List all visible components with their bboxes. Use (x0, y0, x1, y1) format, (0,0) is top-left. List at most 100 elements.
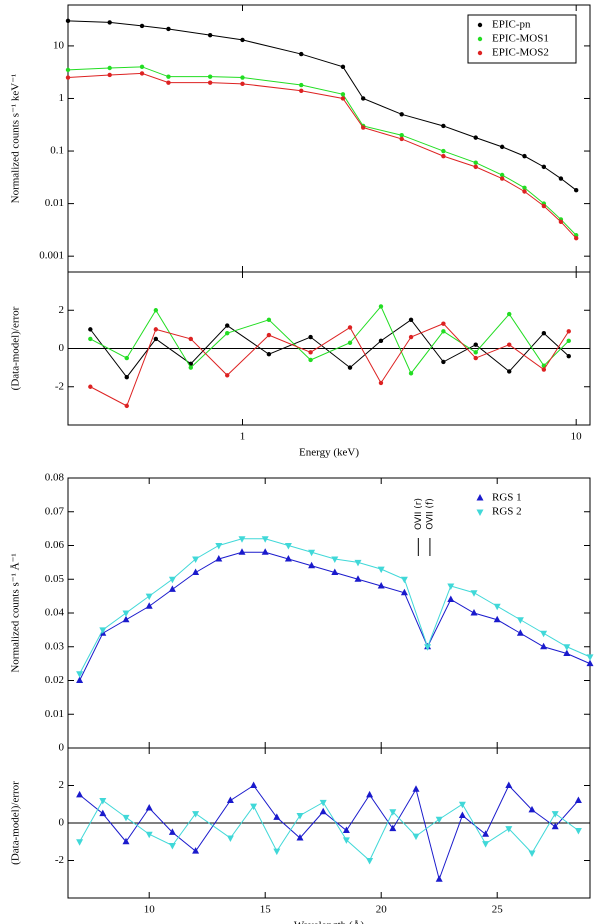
data-point (215, 555, 223, 562)
data-point (99, 809, 107, 817)
data-point (225, 323, 230, 328)
data-point (347, 365, 353, 370)
y-axis-label: (Data-model)/error (10, 306, 22, 390)
y-tick-label: 0 (59, 342, 65, 354)
data-point (65, 67, 71, 73)
data-point (482, 830, 490, 837)
data-point (340, 92, 346, 97)
data-point (378, 338, 384, 344)
data-point (342, 826, 350, 833)
data-point (215, 543, 223, 550)
data-point (168, 843, 176, 850)
data-point (470, 609, 478, 616)
data-point (424, 644, 432, 651)
data-point (477, 50, 483, 56)
data-point (296, 834, 304, 841)
data-point (586, 659, 594, 667)
series-line (67, 66, 577, 236)
data-point (308, 350, 313, 355)
data-point (122, 837, 130, 845)
x-axis-label: Energy (keV) (299, 447, 359, 459)
y-tick-label: 0.01 (45, 708, 64, 720)
data-point (107, 65, 112, 71)
data-point (340, 64, 346, 70)
data-point (412, 785, 420, 792)
data-point (225, 373, 230, 378)
data-point (261, 536, 269, 543)
data-point (435, 875, 443, 882)
data-point (522, 189, 527, 194)
x-tick-label: 10 (571, 431, 583, 443)
data-point (566, 329, 571, 334)
data-point (360, 125, 366, 130)
data-point (540, 630, 548, 638)
data-point (240, 81, 245, 87)
y-axis-label: (Data-model)/error (10, 781, 22, 865)
data-point (499, 144, 505, 150)
data-point (551, 822, 559, 830)
y-axis-label: Normalized counts s⁻¹ Å⁻¹ (10, 553, 22, 672)
data-point (458, 801, 466, 809)
data-point (574, 828, 582, 835)
annotation: OVII (r) (414, 498, 424, 530)
data-point (470, 590, 478, 597)
data-point (99, 798, 107, 805)
data-point (574, 796, 582, 803)
data-point (441, 329, 446, 334)
data-point (188, 365, 193, 370)
data-point (541, 363, 547, 368)
data-point (499, 176, 505, 181)
legend-label: EPIC-pn (492, 19, 531, 31)
series-line (90, 323, 570, 407)
data-point (238, 536, 246, 543)
data-point (122, 610, 130, 617)
data-point (477, 22, 483, 28)
data-point (207, 74, 213, 79)
y-tick-label: 2 (59, 304, 65, 316)
plot-frame (67, 477, 591, 749)
data-point (408, 317, 414, 323)
y-tick-label: -2 (55, 854, 64, 866)
data-point (473, 164, 478, 170)
data-point (354, 575, 362, 582)
x-tick-label: 20 (376, 904, 388, 916)
y-tick-label: 2 (59, 779, 65, 791)
data-point (447, 595, 455, 602)
y-tick-label: 0 (59, 742, 65, 754)
data-point (541, 331, 547, 336)
data-point (145, 831, 153, 839)
data-point (493, 603, 501, 611)
data-point (389, 824, 397, 832)
data-point (284, 555, 292, 562)
data-point (319, 807, 327, 815)
data-point (145, 804, 153, 811)
legend-label: EPIC-MOS1 (492, 33, 549, 45)
data-point (145, 593, 153, 601)
data-point (153, 336, 159, 342)
data-point (408, 334, 414, 340)
x-axis-label: Wavelength (Å) (294, 920, 365, 924)
data-point (65, 75, 71, 80)
y-tick-label: 0.08 (45, 472, 65, 484)
x-tick-label: 25 (492, 904, 504, 916)
data-point (99, 627, 107, 634)
data-point (563, 649, 571, 656)
data-point (366, 858, 374, 865)
data-point (378, 304, 384, 309)
data-point (566, 353, 571, 359)
y-tick-label: 0.06 (45, 539, 65, 551)
annotation: OVII (f) (425, 498, 435, 529)
y-tick-label: -2 (55, 380, 64, 392)
data-point (299, 82, 304, 88)
data-point (166, 80, 171, 85)
data-point (122, 615, 130, 623)
data-point (441, 148, 446, 154)
data-point (558, 176, 564, 181)
data-point (441, 321, 446, 326)
data-point (507, 342, 512, 347)
data-point (528, 850, 536, 857)
data-point (473, 355, 478, 361)
data-point (166, 74, 171, 79)
data-point (139, 71, 145, 76)
